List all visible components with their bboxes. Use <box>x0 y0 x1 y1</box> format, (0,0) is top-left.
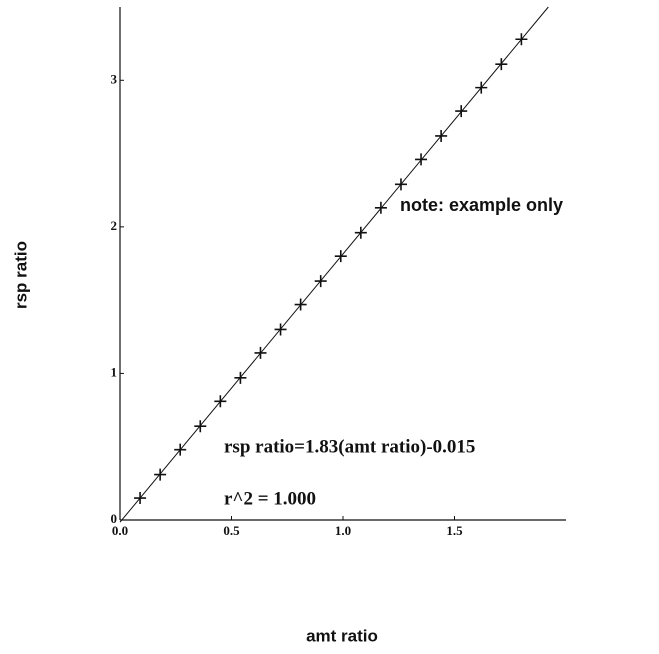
point <box>274 323 287 336</box>
point <box>435 129 448 142</box>
note: note: example only <box>400 195 563 215</box>
y-tick-label: 0 <box>111 511 118 526</box>
point <box>394 178 407 191</box>
x-tick-label: 0.5 <box>223 523 240 538</box>
x-tick-label: 1.5 <box>446 523 463 538</box>
point <box>354 226 367 239</box>
point <box>194 420 207 433</box>
y-axis-title: rsp ratio <box>11 241 30 309</box>
r-squared: r^2 = 1.000 <box>224 488 316 509</box>
point <box>234 371 247 384</box>
x-axis-title: amt ratio <box>306 626 378 645</box>
point <box>174 443 187 456</box>
y-tick-label: 2 <box>111 218 118 233</box>
point <box>154 468 167 481</box>
point <box>294 298 307 311</box>
point <box>515 33 528 46</box>
point <box>314 275 327 288</box>
point <box>495 58 508 71</box>
point <box>134 492 147 505</box>
point <box>455 105 468 118</box>
y-tick-label: 1 <box>111 364 118 379</box>
x-tick-label: 0.0 <box>112 523 128 538</box>
x-tick-label: 1.0 <box>335 523 351 538</box>
fit-line <box>119 6 549 523</box>
point <box>334 250 347 263</box>
y-tick-label: 3 <box>111 71 118 86</box>
point <box>374 201 387 214</box>
equation: rsp ratio=1.83(amt ratio)-0.015 <box>224 436 475 457</box>
point <box>415 153 428 166</box>
point <box>475 81 488 94</box>
point <box>254 346 267 359</box>
point <box>214 395 227 408</box>
